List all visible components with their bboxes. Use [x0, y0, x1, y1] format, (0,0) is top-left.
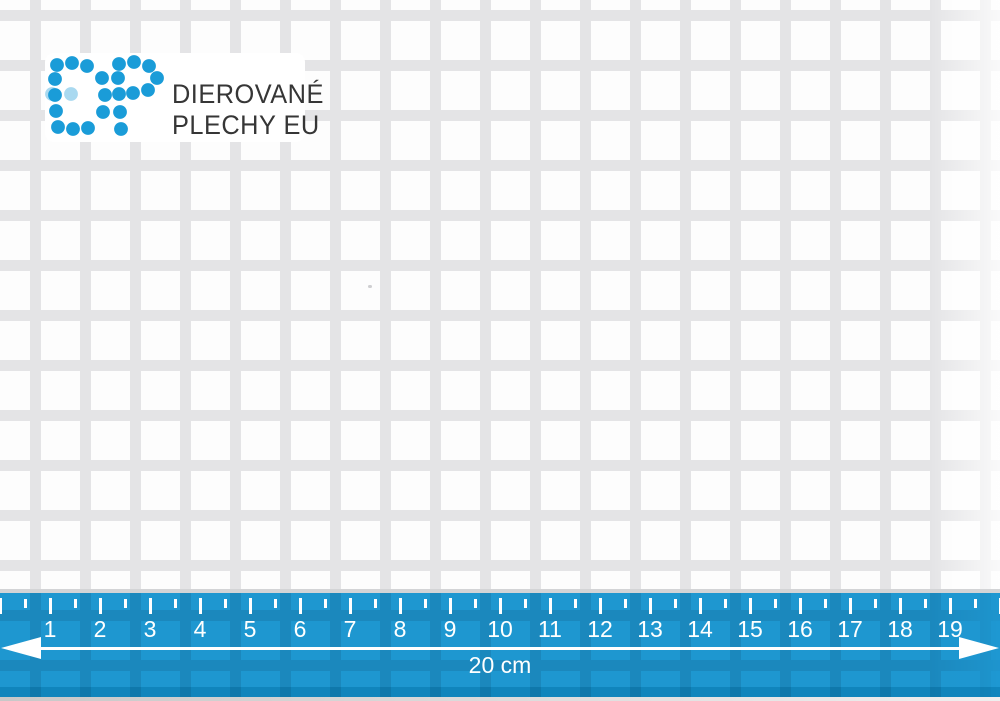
ruler-numbers: 1 2 3 4 5 6 7 8 9 10 11 12 13 14 15 16 17 18 19	[0, 593, 1000, 697]
brand-line2: PLECHY EU	[172, 110, 320, 140]
ruler-number: 2	[93, 616, 107, 642]
ruler-number: 15	[737, 616, 763, 642]
sheet-edge-shadow	[0, 589, 1000, 593]
dimension-arrow-line	[8, 647, 992, 650]
ruler-number: 3	[143, 616, 157, 642]
ruler-number: 8	[393, 616, 407, 642]
brand-watermark: DIEROVANÉ PLECHY EU	[45, 53, 323, 142]
brand-line1: DIEROVANÉ	[172, 79, 324, 109]
ruler-number: 16	[787, 616, 813, 642]
ruler-number: 9	[443, 616, 457, 642]
ruler-number: 13	[637, 616, 663, 642]
photo-bottom-strip	[0, 697, 1000, 701]
ruler-marks: 1 2 3 4 5 6 7 8 9 10 11 12 13 14 15 16 17 18 19 20 cm	[0, 593, 1000, 697]
ruler-number: 1	[43, 616, 57, 642]
ruler-number: 14	[687, 616, 713, 642]
ruler-number: 18	[887, 616, 913, 642]
ruler-number: 5	[243, 616, 257, 642]
ruler-bottom-edge	[0, 687, 1000, 697]
dust-speck	[368, 285, 372, 288]
ruler-number: 10	[487, 616, 513, 642]
brand-wordmark: DIEROVANÉ PLECHY EU	[172, 79, 324, 141]
ruler-number: 19	[937, 616, 963, 642]
dp-logo-icon	[45, 55, 164, 136]
arrow-head-right-icon	[959, 637, 999, 659]
ruler-number: 12	[587, 616, 613, 642]
ruler-number: 4	[193, 616, 207, 642]
photo-edge-fade	[930, 0, 1000, 697]
total-width-label: 20 cm	[468, 652, 532, 678]
ruler-number: 7	[343, 616, 357, 642]
measurement-ruler: 1 2 3 4 5 6 7 8 9 10 11 12 13 14 15 16 17 18 19 20 cm	[0, 593, 1000, 697]
arrow-head-left-icon	[1, 637, 41, 659]
ruler-number: 11	[538, 616, 562, 642]
ruler-number: 17	[837, 616, 863, 642]
ruler-number: 6	[293, 616, 307, 642]
ruler-minor-ticks	[0, 599, 1000, 608]
